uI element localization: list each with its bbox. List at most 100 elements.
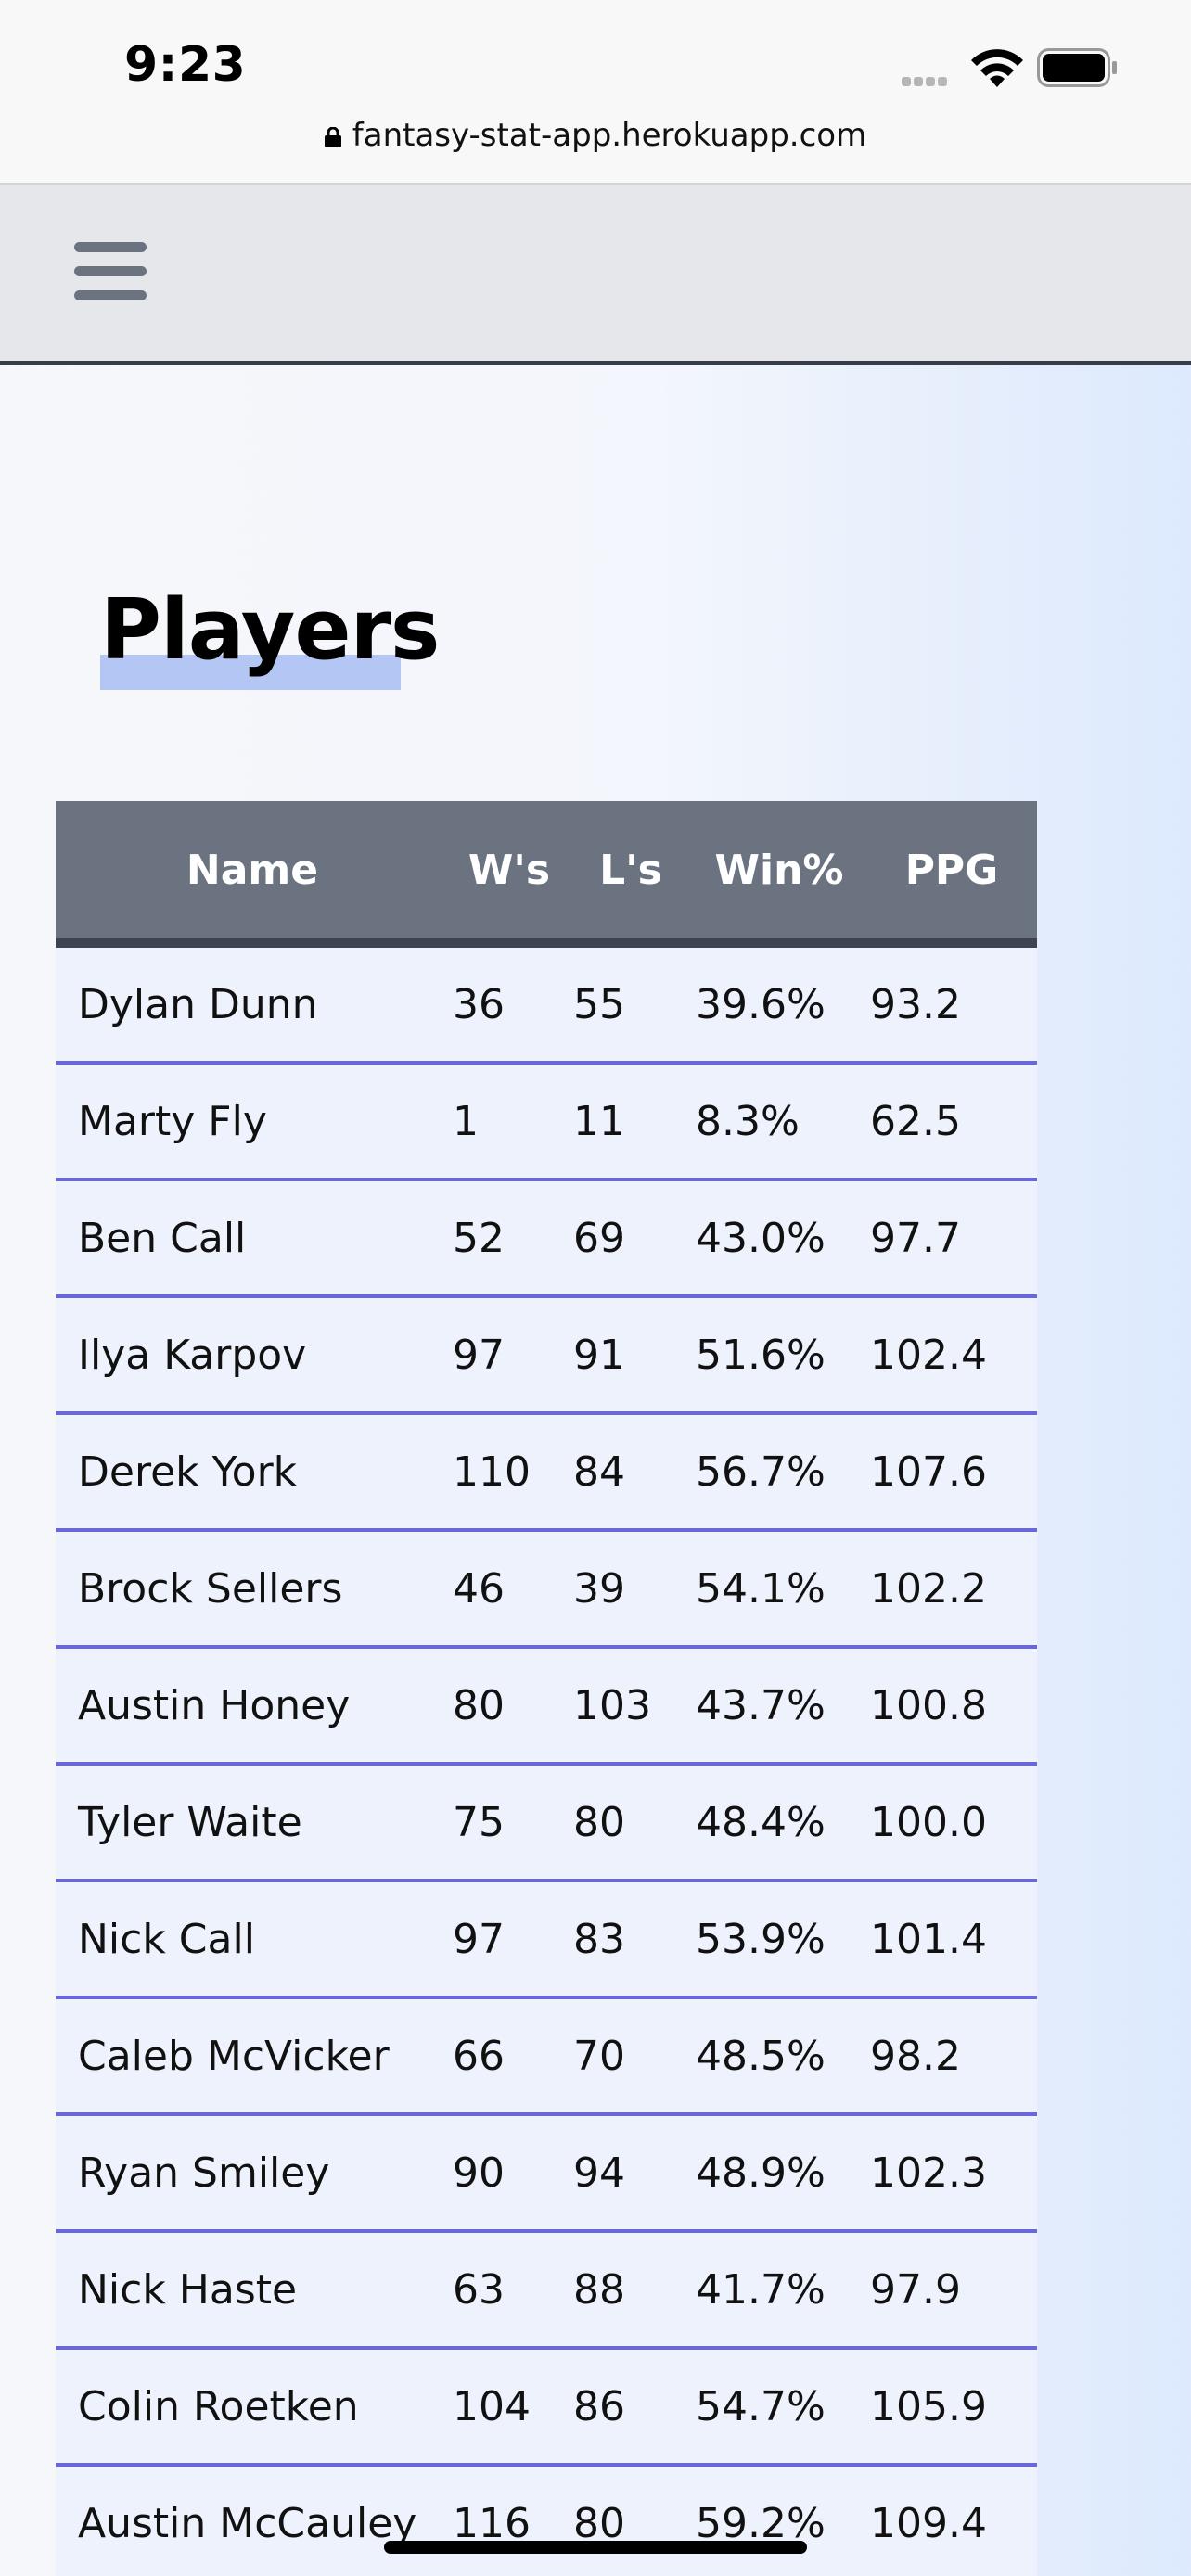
navbar xyxy=(0,185,1191,365)
player-name: Ilya Karpov xyxy=(56,1296,449,1415)
table-row: Caleb McVicker 66 70 48.5% 98.2 xyxy=(56,1997,1037,2116)
player-wins: 97 xyxy=(449,1296,570,1415)
table-header-row: Name W's L's Win% PPG xyxy=(56,801,1037,948)
column-header-win-pct: Win% xyxy=(692,801,866,948)
player-losses: 69 xyxy=(570,1180,692,1298)
player-name: Ryan Smiley xyxy=(56,2114,449,2233)
player-wins: 80 xyxy=(449,1647,570,1766)
player-win-pct: 53.9% xyxy=(692,1881,866,1999)
player-win-pct: 54.1% xyxy=(692,1530,866,1649)
player-win-pct: 51.6% xyxy=(692,1296,866,1415)
table-body: Dylan Dunn 36 55 39.6% 93.2 Marty Fly 1 11 8.3% 6… xyxy=(56,943,1037,2576)
player-wins: 66 xyxy=(449,1997,570,2116)
player-win-pct: 48.5% xyxy=(692,1997,866,2116)
player-win-pct: 48.9% xyxy=(692,2114,866,2233)
player-losses: 94 xyxy=(570,2114,692,2233)
battery-icon xyxy=(1037,48,1117,87)
table-row: Colin Roetken 104 86 54.7% 105.9 xyxy=(56,2348,1037,2467)
lock-icon xyxy=(324,127,341,147)
table-row: Ryan Smiley 90 94 48.9% 102.3 xyxy=(56,2114,1037,2233)
player-losses: 103 xyxy=(570,1647,692,1766)
player-wins: 63 xyxy=(449,2231,570,2350)
player-ppg: 107.6 xyxy=(866,1413,1037,1532)
player-ppg: 105.9 xyxy=(866,2348,1037,2467)
player-losses: 80 xyxy=(570,2465,692,2576)
player-win-pct: 48.4% xyxy=(692,1764,866,1882)
table-row: Tyler Waite 75 80 48.4% 100.0 xyxy=(56,1764,1037,1882)
column-header-name: Name xyxy=(56,801,449,948)
player-losses: 80 xyxy=(570,1764,692,1882)
player-losses: 70 xyxy=(570,1997,692,2116)
table-row: Austin Honey 80 103 43.7% 100.8 xyxy=(56,1647,1037,1766)
player-ppg: 100.8 xyxy=(866,1647,1037,1766)
table-row: Ilya Karpov 97 91 51.6% 102.4 xyxy=(56,1296,1037,1415)
table-row: Marty Fly 1 11 8.3% 62.5 xyxy=(56,1063,1037,1181)
player-name: Austin Honey xyxy=(56,1647,449,1766)
player-name: Derek York xyxy=(56,1413,449,1532)
player-wins: 90 xyxy=(449,2114,570,2233)
title-highlight xyxy=(100,655,401,690)
player-name: Brock Sellers xyxy=(56,1530,449,1649)
player-ppg: 102.4 xyxy=(866,1296,1037,1415)
player-win-pct: 39.6% xyxy=(692,943,866,1065)
player-ppg: 97.7 xyxy=(866,1180,1037,1298)
column-header-ppg: PPG xyxy=(866,801,1037,948)
table-row: Ben Call 52 69 43.0% 97.7 xyxy=(56,1180,1037,1298)
player-wins: 36 xyxy=(449,943,570,1065)
home-indicator[interactable] xyxy=(384,2541,807,2554)
status-bar: 9:23 fantasy-stat-app.herokuapp.com xyxy=(0,0,1191,185)
table-row: Austin McCauley 116 80 59.2% 109.4 xyxy=(56,2465,1037,2576)
table-row: Brock Sellers 46 39 54.1% 102.2 xyxy=(56,1530,1037,1649)
player-win-pct: 8.3% xyxy=(692,1063,866,1181)
player-win-pct: 43.7% xyxy=(692,1647,866,1766)
table-row: Derek York 110 84 56.7% 107.6 xyxy=(56,1413,1037,1532)
column-header-losses: L's xyxy=(570,801,692,948)
player-losses: 39 xyxy=(570,1530,692,1649)
menu-icon[interactable] xyxy=(74,242,147,301)
player-ppg: 109.4 xyxy=(866,2465,1037,2576)
page-title: Players xyxy=(100,581,440,679)
players-table: Name W's L's Win% PPG Dylan Dunn 36 55 39.6… xyxy=(56,801,1037,2576)
player-ppg: 98.2 xyxy=(866,1997,1037,2116)
wifi-icon xyxy=(971,49,1023,87)
status-time: 9:23 xyxy=(124,37,247,93)
player-ppg: 102.3 xyxy=(866,2114,1037,2233)
player-name: Caleb McVicker xyxy=(56,1997,449,2116)
player-name: Nick Haste xyxy=(56,2231,449,2350)
player-ppg: 93.2 xyxy=(866,943,1037,1065)
player-wins: 1 xyxy=(449,1063,570,1181)
player-name: Marty Fly xyxy=(56,1063,449,1181)
player-win-pct: 43.0% xyxy=(692,1180,866,1298)
player-name: Colin Roetken xyxy=(56,2348,449,2467)
table-row: Nick Haste 63 88 41.7% 97.9 xyxy=(56,2231,1037,2350)
table-row: Dylan Dunn 36 55 39.6% 93.2 xyxy=(56,943,1037,1065)
player-name: Austin McCauley xyxy=(56,2465,449,2576)
player-win-pct: 56.7% xyxy=(692,1413,866,1532)
player-losses: 55 xyxy=(570,943,692,1065)
url-bar[interactable]: fantasy-stat-app.herokuapp.com xyxy=(0,117,1191,154)
player-wins: 116 xyxy=(449,2465,570,2576)
player-win-pct: 41.7% xyxy=(692,2231,866,2350)
player-losses: 91 xyxy=(570,1296,692,1415)
player-wins: 46 xyxy=(449,1530,570,1649)
player-ppg: 102.2 xyxy=(866,1530,1037,1649)
player-losses: 86 xyxy=(570,2348,692,2467)
player-name: Dylan Dunn xyxy=(56,943,449,1065)
player-ppg: 101.4 xyxy=(866,1881,1037,1999)
player-losses: 83 xyxy=(570,1881,692,1999)
column-header-wins: W's xyxy=(449,801,570,948)
player-wins: 104 xyxy=(449,2348,570,2467)
player-wins: 110 xyxy=(449,1413,570,1532)
player-wins: 52 xyxy=(449,1180,570,1298)
player-losses: 84 xyxy=(570,1413,692,1532)
player-win-pct: 54.7% xyxy=(692,2348,866,2467)
player-ppg: 97.9 xyxy=(866,2231,1037,2350)
player-name: Tyler Waite xyxy=(56,1764,449,1882)
table-row: Nick Call 97 83 53.9% 101.4 xyxy=(56,1881,1037,1999)
player-ppg: 100.0 xyxy=(866,1764,1037,1882)
player-ppg: 62.5 xyxy=(866,1063,1037,1181)
signal-icon xyxy=(902,74,959,86)
player-wins: 97 xyxy=(449,1881,570,1999)
player-name: Ben Call xyxy=(56,1180,449,1298)
player-name: Nick Call xyxy=(56,1881,449,1999)
